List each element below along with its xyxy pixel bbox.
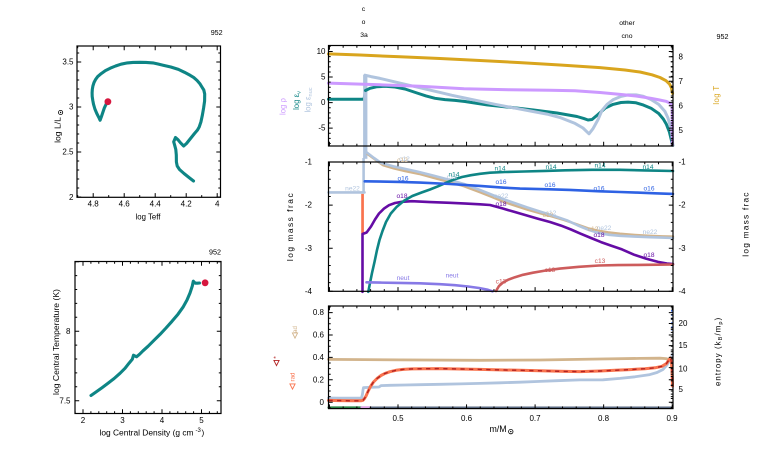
svg-text:o16: o16 bbox=[593, 186, 604, 193]
svg-text:neut: neut bbox=[397, 275, 410, 282]
svg-text:o16: o16 bbox=[643, 186, 654, 193]
svg-text:o: o bbox=[362, 19, 366, 26]
svg-text:c13: c13 bbox=[496, 279, 507, 286]
svg-text:*: * bbox=[273, 356, 280, 359]
svg-text:3: 3 bbox=[69, 103, 74, 112]
svg-text:log Teff: log Teff bbox=[136, 212, 162, 221]
svg-text:c13: c13 bbox=[545, 267, 556, 274]
svg-text:3a: 3a bbox=[360, 32, 368, 39]
svg-text:10: 10 bbox=[679, 365, 688, 374]
svg-text:log mass frac: log mass frac bbox=[740, 191, 750, 256]
svg-text:other: other bbox=[619, 20, 635, 27]
svg-text:0.5: 0.5 bbox=[392, 414, 404, 423]
svg-text:2: 2 bbox=[81, 416, 86, 425]
svg-text:o18: o18 bbox=[396, 193, 407, 200]
svg-text:3.5: 3.5 bbox=[62, 58, 74, 67]
svg-text:-1: -1 bbox=[305, 158, 313, 167]
svg-text:2: 2 bbox=[69, 193, 74, 202]
svg-text:4.2: 4.2 bbox=[181, 200, 193, 209]
svg-text:-1: -1 bbox=[679, 158, 687, 167]
svg-text:0.2: 0.2 bbox=[313, 375, 325, 384]
svg-text:n14: n14 bbox=[642, 164, 653, 171]
svg-text:ne22: ne22 bbox=[345, 186, 360, 193]
svg-text:c12: c12 bbox=[399, 156, 410, 163]
svg-text:o16: o16 bbox=[495, 179, 506, 186]
svg-text:4.4: 4.4 bbox=[150, 200, 162, 209]
svg-text:log ρ: log ρ bbox=[279, 97, 288, 115]
svg-text:5: 5 bbox=[679, 385, 684, 394]
svg-text:ne22: ne22 bbox=[494, 193, 509, 200]
svg-text:0.4: 0.4 bbox=[313, 353, 325, 362]
svg-text:n14: n14 bbox=[448, 172, 459, 179]
svg-text:20: 20 bbox=[679, 319, 688, 328]
svg-text:neut: neut bbox=[446, 273, 459, 280]
svg-text:5: 5 bbox=[321, 73, 326, 82]
svg-text:log εnuc: log εnuc bbox=[304, 87, 315, 112]
svg-text:entropy (kB/mp): entropy (kB/mp) bbox=[714, 317, 725, 386]
svg-text:0.6: 0.6 bbox=[461, 414, 473, 423]
svg-text:-2: -2 bbox=[305, 201, 313, 210]
svg-text:5: 5 bbox=[679, 126, 684, 135]
svg-text:log L/L: log L/L bbox=[52, 117, 62, 143]
svg-text:10: 10 bbox=[317, 47, 326, 56]
svg-text:c12: c12 bbox=[543, 212, 554, 219]
svg-text:7.5: 7.5 bbox=[59, 396, 71, 405]
svg-text:-3: -3 bbox=[679, 244, 687, 253]
svg-text:-3: -3 bbox=[196, 428, 202, 434]
svg-text:c13: c13 bbox=[595, 258, 606, 265]
svg-text:ne22: ne22 bbox=[643, 229, 658, 236]
svg-text:n14: n14 bbox=[494, 166, 505, 173]
svg-text:4: 4 bbox=[215, 200, 220, 209]
svg-text:952: 952 bbox=[209, 248, 221, 257]
svg-text:cno: cno bbox=[622, 33, 633, 40]
svg-text:ad: ad bbox=[292, 326, 299, 333]
svg-text:ne22: ne22 bbox=[597, 225, 612, 232]
svg-text:n14: n14 bbox=[545, 164, 556, 171]
svg-text:-5: -5 bbox=[318, 124, 326, 133]
svg-text:-2: -2 bbox=[679, 201, 687, 210]
svg-text:0: 0 bbox=[321, 98, 326, 107]
svg-text:0.8: 0.8 bbox=[598, 414, 610, 423]
svg-text:952: 952 bbox=[211, 28, 223, 37]
svg-text:log εν: log εν bbox=[292, 91, 303, 110]
svg-text:c12: c12 bbox=[397, 157, 408, 164]
svg-text:7: 7 bbox=[679, 77, 684, 86]
svg-text:m/M: m/M bbox=[489, 424, 506, 434]
svg-text:o18: o18 bbox=[643, 252, 654, 259]
svg-text:0.8: 0.8 bbox=[313, 308, 325, 317]
svg-text:4: 4 bbox=[160, 416, 165, 425]
svg-text:c12: c12 bbox=[546, 210, 557, 217]
svg-text:log Central Density (g cm: log Central Density (g cm bbox=[99, 428, 193, 438]
svg-text:o16: o16 bbox=[544, 182, 555, 189]
svg-text:c12: c12 bbox=[588, 226, 599, 233]
svg-text:-4: -4 bbox=[305, 287, 313, 296]
svg-text:4.6: 4.6 bbox=[119, 200, 131, 209]
svg-text:rad: rad bbox=[289, 372, 296, 382]
svg-text:0.6: 0.6 bbox=[313, 331, 325, 340]
svg-text:): ) bbox=[202, 429, 205, 438]
svg-text:15: 15 bbox=[679, 341, 688, 350]
svg-text:-3: -3 bbox=[305, 244, 313, 253]
svg-text:n14: n14 bbox=[594, 163, 605, 170]
svg-text:8: 8 bbox=[66, 327, 71, 336]
svg-text:952: 952 bbox=[717, 32, 729, 41]
svg-text:o18: o18 bbox=[495, 201, 506, 208]
svg-text:8: 8 bbox=[679, 52, 684, 61]
svg-text:2.5: 2.5 bbox=[62, 148, 74, 157]
svg-text:6: 6 bbox=[679, 101, 684, 110]
svg-text:0: 0 bbox=[320, 398, 325, 407]
svg-text:3: 3 bbox=[120, 416, 125, 425]
svg-text:4.8: 4.8 bbox=[88, 200, 100, 209]
svg-text:c12: c12 bbox=[447, 174, 458, 181]
svg-text:log mass frac: log mass frac bbox=[285, 192, 295, 261]
svg-text:-4: -4 bbox=[679, 287, 687, 296]
svg-text:o16: o16 bbox=[397, 176, 408, 183]
svg-text:o18: o18 bbox=[593, 232, 604, 239]
svg-text:c: c bbox=[362, 6, 366, 13]
svg-text:5: 5 bbox=[199, 416, 204, 425]
svg-text:0.7: 0.7 bbox=[529, 414, 541, 423]
svg-text:log Central Temperature (K): log Central Temperature (K) bbox=[51, 289, 61, 395]
svg-text:log T: log T bbox=[712, 85, 721, 104]
svg-text:0.9: 0.9 bbox=[666, 414, 678, 423]
